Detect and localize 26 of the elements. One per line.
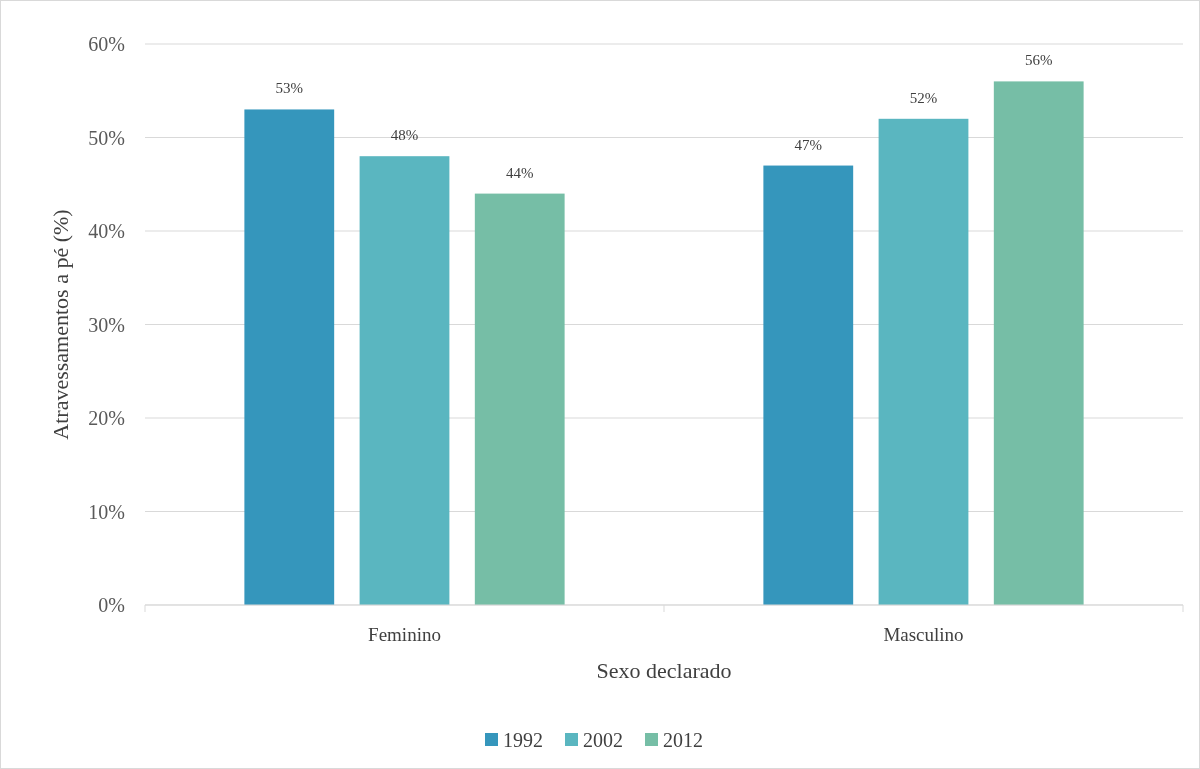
bar bbox=[474, 193, 565, 605]
bar bbox=[359, 156, 450, 605]
data-label: 53% bbox=[275, 80, 304, 97]
legend-label: 2012 bbox=[663, 729, 703, 751]
y-tick-label: 20% bbox=[88, 407, 125, 429]
y-tick-label: 0% bbox=[98, 594, 125, 616]
y-tick-label: 40% bbox=[88, 220, 125, 242]
bar bbox=[763, 165, 854, 605]
bar bbox=[878, 118, 969, 605]
legend-label: 2002 bbox=[583, 729, 623, 751]
y-tick-label: 30% bbox=[88, 313, 125, 336]
x-tick-label: Feminino bbox=[368, 624, 441, 645]
y-tick-label: 10% bbox=[88, 500, 125, 523]
x-tick-label: Masculino bbox=[883, 624, 964, 645]
bar bbox=[993, 81, 1084, 605]
y-axis-title: Atravessamentos a pé (%) bbox=[48, 209, 73, 440]
bar bbox=[244, 109, 335, 605]
data-label: 52% bbox=[909, 89, 938, 106]
data-label: 44% bbox=[505, 164, 534, 181]
data-label: 48% bbox=[390, 127, 419, 144]
x-axis-title: Sexo declarado bbox=[596, 658, 732, 683]
y-tick-label: 50% bbox=[88, 126, 125, 149]
y-tick-label: 60% bbox=[88, 33, 125, 55]
data-label: 47% bbox=[794, 136, 823, 153]
data-label: 56% bbox=[1024, 52, 1053, 69]
legend-label: 1992 bbox=[503, 729, 543, 751]
